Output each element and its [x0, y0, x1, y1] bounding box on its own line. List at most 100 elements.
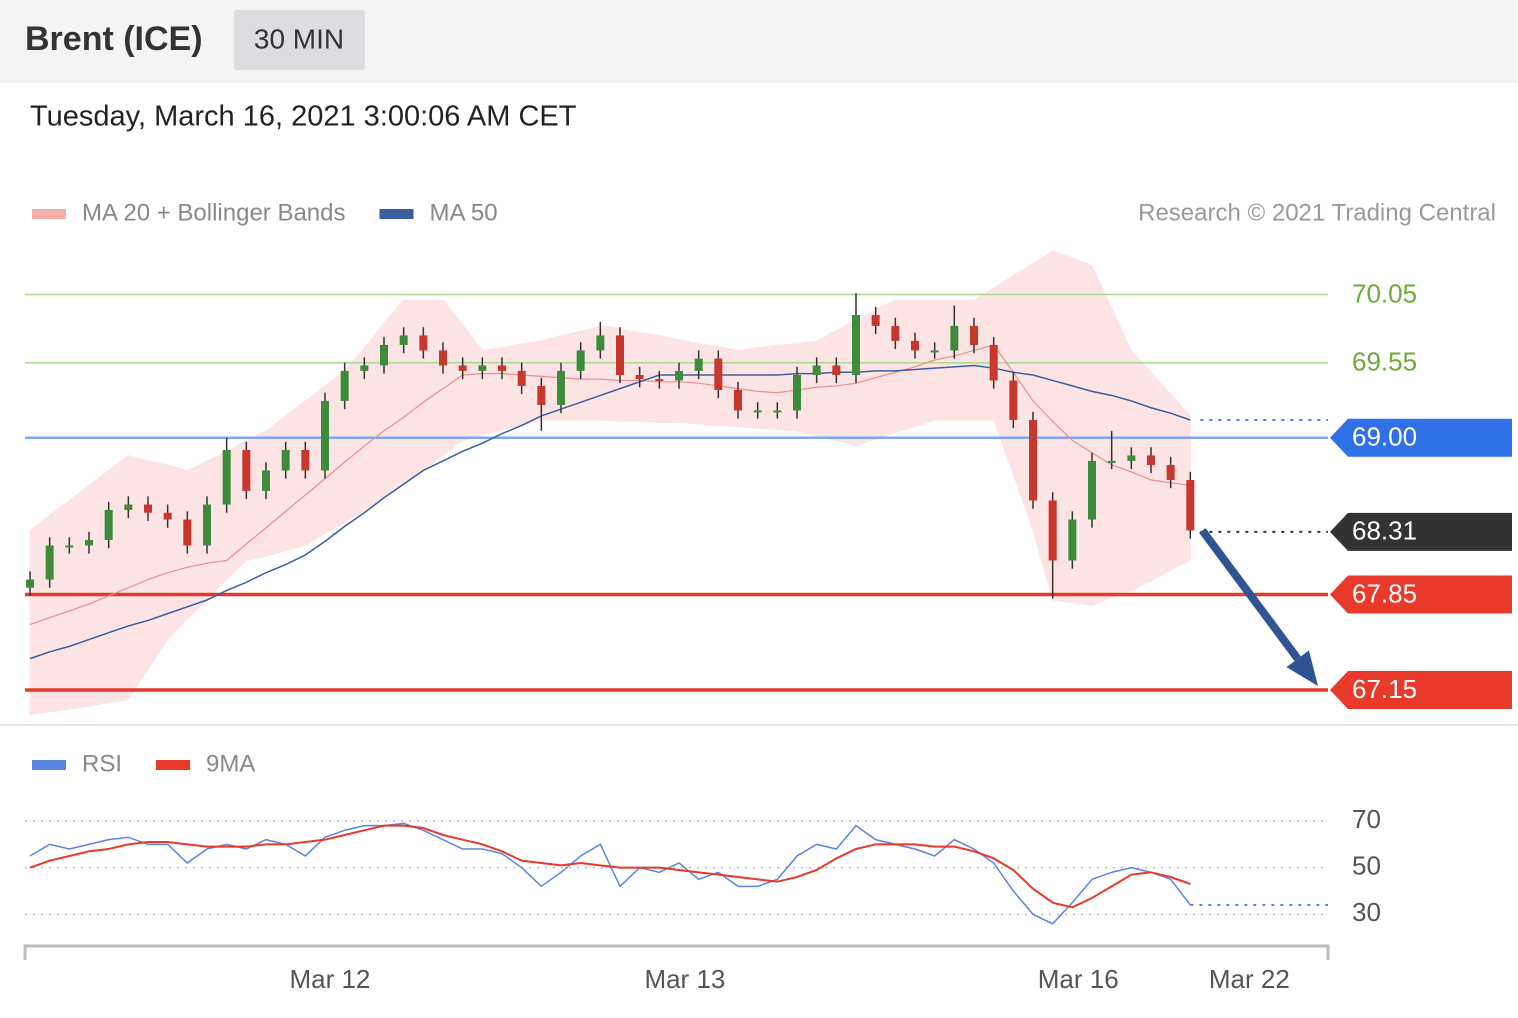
candle-body	[1048, 500, 1057, 561]
level-label: 67.85	[1352, 578, 1417, 608]
candle-body	[360, 365, 369, 371]
bollinger-band	[422, 299, 444, 472]
candle-body	[950, 325, 959, 351]
candle-body	[911, 340, 919, 351]
bollinger-band	[383, 298, 405, 498]
candle-body	[694, 358, 703, 371]
forecast-arrow	[1199, 528, 1301, 662]
bollinger-band	[894, 299, 916, 433]
candle-body	[478, 365, 487, 371]
bollinger-band	[953, 299, 975, 421]
legend-swatch	[156, 760, 191, 770]
y-tick-label: 50	[1352, 851, 1381, 881]
date-label: Tuesday, March 16, 2021 3:00:06 AM CET	[30, 101, 577, 133]
legend-label: 9MA	[206, 750, 255, 777]
candle-body	[45, 545, 54, 580]
rsi-ma-line	[29, 824, 1191, 909]
candle-body	[596, 335, 605, 351]
bollinger-band	[816, 329, 837, 441]
interval-badge[interactable]	[234, 10, 365, 70]
candle-body	[852, 315, 860, 375]
candle-body	[124, 504, 133, 510]
y-tick-label: 70	[1352, 804, 1381, 834]
candle-body	[970, 325, 978, 345]
candle-body	[281, 450, 290, 471]
candle-body	[399, 335, 408, 345]
candle-body	[163, 512, 172, 520]
candle-body	[734, 390, 742, 411]
candle-body	[104, 510, 113, 540]
level-label: 70.05	[1352, 278, 1417, 308]
bollinger-band	[68, 484, 90, 710]
candle-body	[203, 504, 211, 546]
candle-body	[1088, 460, 1096, 520]
candle-body	[1009, 380, 1018, 420]
legend-swatch	[32, 760, 66, 770]
level-tag	[1330, 512, 1512, 551]
level-tag	[1330, 671, 1512, 709]
candle-body	[557, 370, 565, 405]
bollinger-band	[934, 299, 955, 421]
bollinger-band	[29, 514, 51, 716]
bollinger-band	[285, 400, 306, 552]
candle-body	[340, 370, 349, 401]
level-label: 67.15	[1352, 674, 1417, 704]
candle-body	[65, 545, 74, 548]
rsi-line	[29, 822, 1191, 925]
bollinger-band	[1130, 349, 1152, 592]
candle-body	[773, 410, 782, 413]
level-label: 69.00	[1352, 422, 1417, 452]
legend-label: RSI	[82, 750, 122, 777]
bollinger-band	[481, 347, 503, 436]
legend-label: MA 20 + Bollinger Bands	[82, 199, 346, 226]
candle-body	[380, 345, 388, 366]
forecast-arrowhead	[1286, 650, 1318, 686]
bollinger-band	[1091, 265, 1113, 607]
candle-body	[1127, 455, 1136, 461]
candle-body	[301, 450, 310, 471]
candle-body	[1029, 420, 1037, 501]
candle-body	[242, 450, 251, 491]
bollinger-band	[737, 347, 759, 429]
bollinger-band	[1111, 308, 1132, 598]
candle-body	[989, 345, 998, 381]
level-tag	[1330, 418, 1512, 457]
candle-body	[616, 335, 624, 375]
candle-body	[183, 519, 192, 546]
x-tick-label: Mar 13	[644, 964, 725, 994]
bollinger-band	[127, 454, 149, 701]
candle-body	[871, 315, 880, 326]
bollinger-band	[501, 343, 523, 431]
candle-body	[222, 450, 231, 505]
candle-body	[1186, 480, 1195, 531]
bollinger-band	[757, 344, 778, 430]
header-bar	[0, 0, 1518, 83]
candle-body	[1068, 519, 1077, 561]
x-tick-label: Mar 12	[289, 964, 370, 994]
bollinger-band	[108, 454, 129, 703]
x-axis-line	[23, 944, 1330, 960]
interval-label[interactable]: 30 MIN	[254, 23, 344, 54]
candle-body	[655, 379, 664, 382]
legend-label: MA 50	[430, 199, 498, 226]
level-label: 69.55	[1352, 347, 1417, 377]
candle-body	[458, 365, 467, 371]
bollinger-band	[403, 299, 424, 485]
candle-body	[930, 350, 939, 353]
level-label: 68.31	[1352, 516, 1417, 546]
candle-body	[1147, 455, 1155, 465]
copyright: Research © 2021 Trading Central	[1138, 199, 1496, 226]
bollinger-band	[49, 499, 70, 713]
bollinger-band	[462, 323, 483, 441]
candle-body	[321, 400, 329, 471]
candle-body	[832, 365, 841, 375]
bollinger-band	[88, 469, 110, 707]
y-tick-label: 30	[1352, 897, 1381, 927]
instrument-title: Brent (ICE)	[25, 20, 203, 58]
candle-body	[537, 385, 546, 405]
candle-body	[576, 350, 585, 371]
candle-body	[262, 470, 270, 491]
candle-body	[635, 375, 644, 380]
